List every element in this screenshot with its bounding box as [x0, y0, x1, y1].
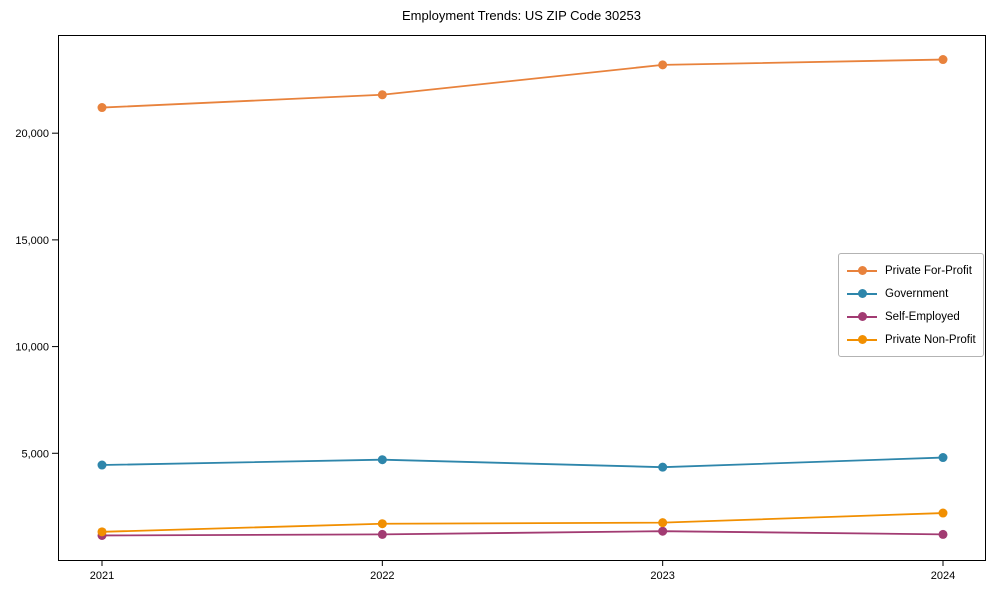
data-point-government-2022	[377, 455, 387, 465]
legend-label: Private For-Profit	[885, 264, 972, 277]
legend-label: Private Non-Profit	[885, 333, 976, 346]
legend-line-marker-icon	[847, 312, 877, 322]
series-line-private-non-profit	[101, 512, 944, 533]
y-tick-label: 10,000	[15, 342, 49, 354]
data-point-self-employed-2024	[938, 529, 948, 539]
data-point-self-employed-2022	[377, 529, 387, 539]
legend-item: Private For-Profit	[847, 259, 975, 282]
series-line-private-for-profit	[101, 58, 944, 109]
y-tick-label: 5,000	[21, 448, 49, 460]
data-point-private-non-profit-2023	[658, 518, 668, 528]
data-point-private-non-profit-2021	[97, 527, 107, 537]
plot-border	[58, 35, 986, 561]
data-point-government-2024	[938, 453, 948, 463]
x-tick-label: 2023	[650, 570, 674, 582]
legend-item: Government	[847, 282, 975, 305]
y-tick-label: 15,000	[15, 235, 49, 247]
chart-title: Employment Trends: US ZIP Code 30253	[402, 8, 641, 23]
legend-label: Self-Employed	[885, 310, 960, 323]
data-point-private-for-profit-2022	[377, 90, 387, 100]
legend: Private For-Profit Government Self-Emplo…	[838, 253, 984, 357]
y-tick-label: 20,000	[15, 128, 49, 140]
legend-line-marker-icon	[847, 335, 877, 345]
legend-label: Government	[885, 287, 949, 300]
data-point-self-employed-2023	[658, 526, 668, 536]
legend-item: Private Non-Profit	[847, 328, 976, 351]
data-point-private-for-profit-2024	[938, 55, 948, 65]
legend-line-marker-icon	[847, 266, 877, 276]
data-point-private-for-profit-2023	[658, 60, 668, 70]
data-point-private-non-profit-2024	[938, 508, 948, 518]
series-line-government	[101, 456, 944, 469]
series-line-self-employed	[101, 530, 944, 537]
data-point-government-2023	[658, 462, 668, 472]
data-point-government-2021	[97, 460, 107, 470]
data-point-private-non-profit-2022	[377, 519, 387, 529]
data-point-private-for-profit-2021	[97, 103, 107, 113]
x-tick-label: 2024	[931, 570, 955, 582]
x-tick-label: 2021	[90, 570, 114, 582]
x-tick-label: 2022	[370, 570, 394, 582]
legend-line-marker-icon	[847, 289, 877, 299]
legend-item: Self-Employed	[847, 305, 975, 328]
